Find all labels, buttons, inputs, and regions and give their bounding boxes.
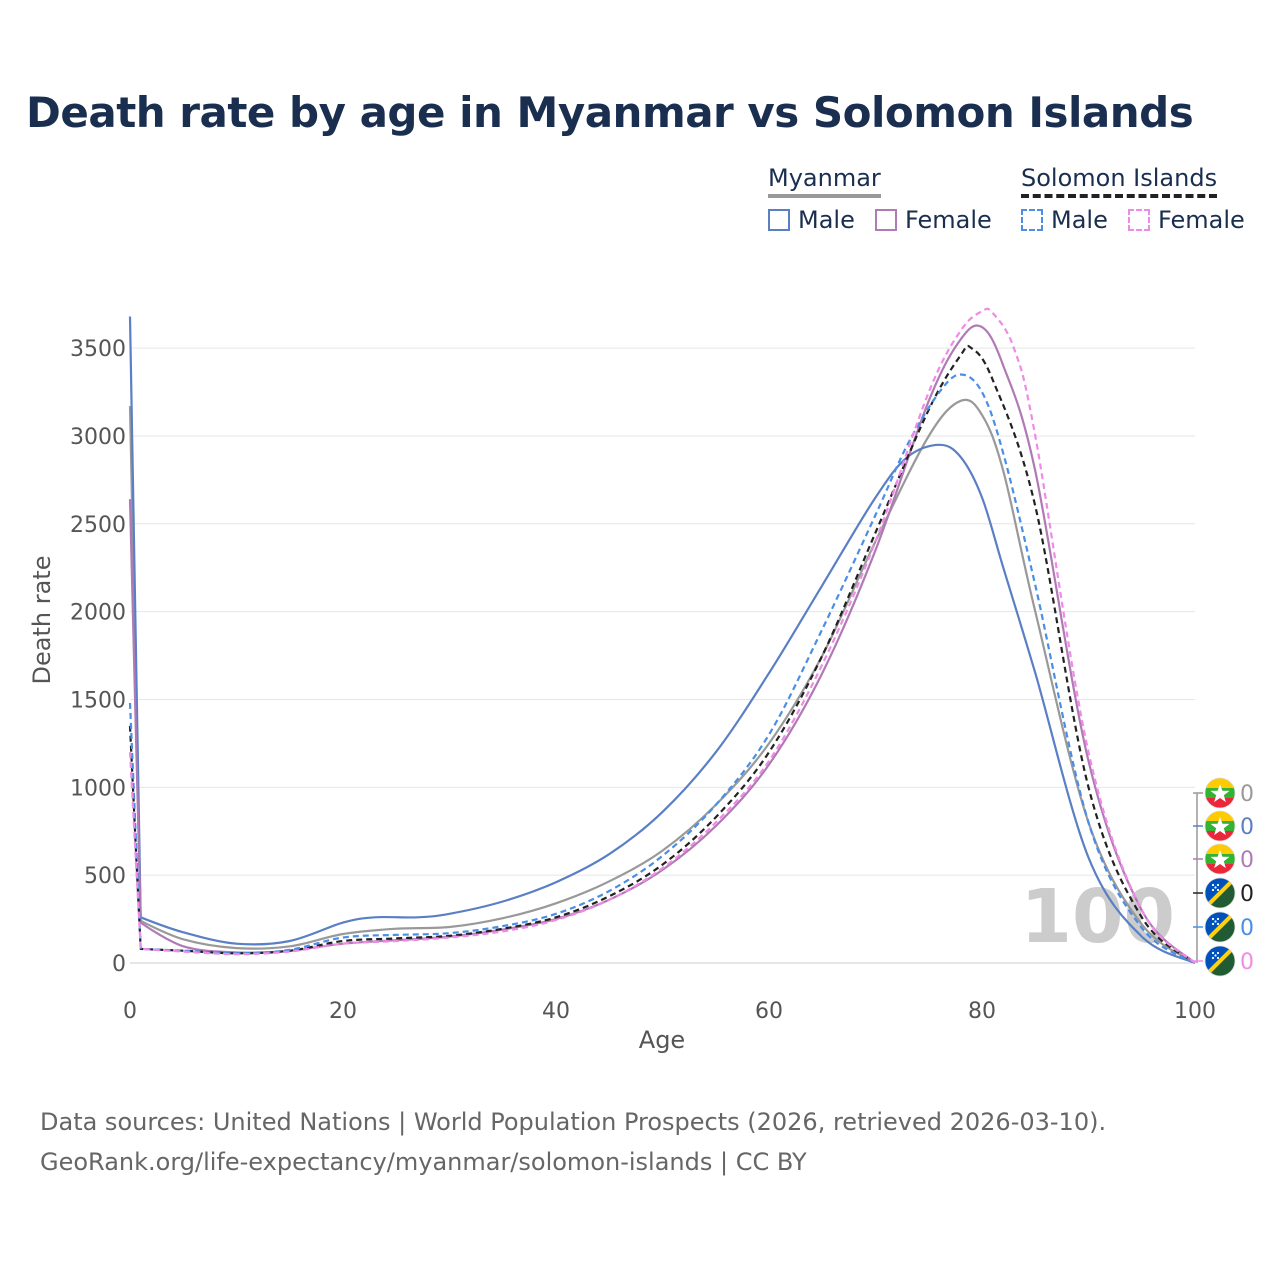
legend-label-solomon-male: Male (1051, 206, 1108, 234)
y-axis-ticks: 0 500 1000 1500 2000 2500 3000 3500 (70, 337, 126, 977)
series-line-myanmar-male[interactable] (128, 316, 1196, 965)
solomon-islands-flag-icon (1204, 877, 1236, 909)
grid-lines (130, 347, 1195, 964)
end-label-value: 0 (1240, 782, 1254, 807)
series-line-solomon-islands-total[interactable] (128, 344, 1196, 964)
end-label-value: 0 (1240, 848, 1254, 873)
y-tick-label: 3500 (70, 337, 126, 362)
y-tick-label: 2500 (70, 513, 126, 538)
x-tick-label: 40 (542, 999, 570, 1024)
legend-swatch-myanmar-female (875, 209, 897, 231)
y-axis-title: Death rate (28, 556, 56, 685)
x-axis-title: Age (639, 1026, 685, 1054)
y-tick-label: 1500 (70, 688, 126, 713)
year-watermark: 100 (1021, 874, 1175, 960)
legend-label-myanmar-male: Male (798, 206, 855, 234)
legend-swatch-solomon-male (1021, 209, 1043, 231)
footer-link[interactable]: GeoRank.org/life-expectancy/myanmar/solo… (40, 1148, 807, 1176)
y-tick-label: 0 (112, 952, 126, 977)
chart-title: Death rate by age in Myanmar vs Solomon … (26, 88, 1194, 137)
myanmar-flag-icon (1204, 777, 1236, 809)
end-labels: 0 0 0 0 0 0 (1193, 777, 1254, 977)
x-tick-label: 80 (968, 999, 996, 1024)
x-axis-ticks: 0 20 40 60 80 100 (123, 999, 1216, 1024)
x-tick-label: 60 (755, 999, 783, 1024)
myanmar-flag-icon (1204, 843, 1236, 875)
legend-group-solomon-islands[interactable]: Solomon Islands (1021, 164, 1218, 198)
legend-item-myanmar-male[interactable]: Male (768, 206, 855, 234)
x-tick-label: 0 (123, 999, 137, 1024)
x-tick-label: 100 (1174, 999, 1216, 1024)
series-line-solomon-islands-female[interactable] (128, 307, 1196, 964)
end-label-value: 0 (1240, 950, 1254, 975)
legend-item-solomon-female[interactable]: Female (1128, 206, 1245, 234)
y-tick-label: 3000 (70, 425, 126, 450)
legend-item-solomon-male[interactable]: Male (1021, 206, 1108, 234)
end-label-value: 0 (1240, 815, 1254, 840)
legend-swatch-myanmar-male (768, 209, 790, 231)
y-tick-label: 2000 (70, 601, 126, 626)
legend-item-myanmar-female[interactable]: Female (875, 206, 992, 234)
legend-swatch-solomon-female (1128, 209, 1150, 231)
legend-label-solomon-female: Female (1158, 206, 1245, 234)
solomon-islands-flag-icon (1204, 945, 1236, 977)
x-tick-label: 20 (329, 999, 357, 1024)
y-tick-label: 500 (84, 864, 126, 889)
end-label-value: 0 (1240, 916, 1254, 941)
legend-group-myanmar[interactable]: Myanmar (768, 164, 881, 198)
solomon-islands-flag-icon (1204, 911, 1236, 943)
myanmar-flag-icon (1204, 810, 1236, 842)
legend-label-myanmar-female: Female (905, 206, 992, 234)
series-lines (128, 307, 1196, 965)
end-label-value: 0 (1240, 882, 1254, 907)
footer-source: Data sources: United Nations | World Pop… (40, 1108, 1107, 1136)
y-tick-label: 1000 (70, 776, 126, 801)
